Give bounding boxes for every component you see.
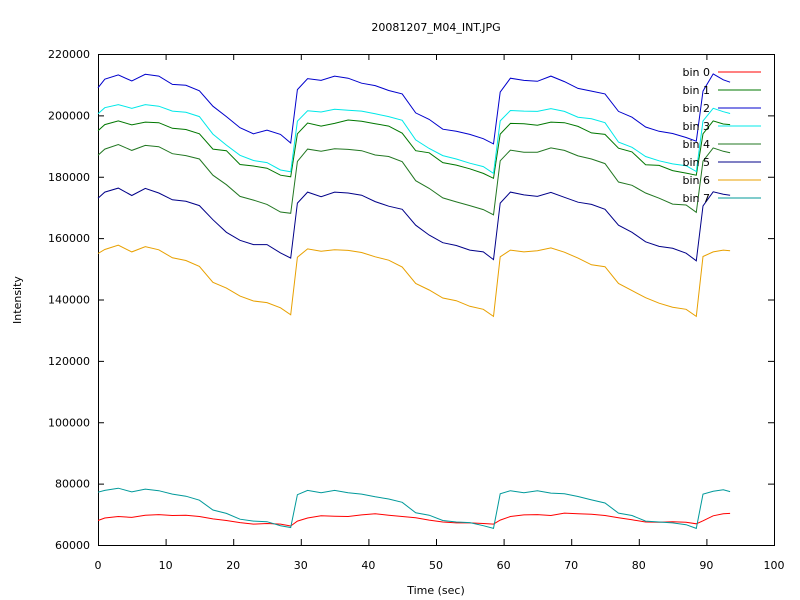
legend: bin 0 bin 1 bin 2 bin 3 bin 4 bin 5 bin 6 bin 7	[682, 66, 761, 205]
legend-label-bin-2: bin 2	[682, 102, 710, 115]
series-lines	[97, 73, 731, 530]
legend-label-bin-5: bin 5	[682, 156, 710, 169]
x-tick-label: 60	[497, 559, 511, 572]
series-line-bin-3	[97, 104, 731, 175]
series-line-bin-6	[97, 244, 731, 318]
x-tick-label: 50	[429, 559, 443, 572]
series-line-bin-2	[97, 73, 731, 145]
x-tick-label: 40	[361, 559, 375, 572]
legend-label-bin-7: bin 7	[682, 192, 710, 205]
series-line-bin-7	[97, 487, 731, 530]
plot-area-border	[98, 54, 775, 546]
x-axis-label: Time (sec)	[406, 584, 465, 597]
x-tick-label: 80	[632, 559, 646, 572]
series-line-bin-1	[97, 119, 731, 180]
y-tick-label: 220000	[48, 48, 90, 61]
y-tick-label: 200000	[48, 109, 90, 122]
x-tick-label: 70	[564, 559, 578, 572]
legend-label-bin-0: bin 0	[682, 66, 710, 79]
chart-title: 20081207_M04_INT.JPG	[371, 21, 500, 34]
x-axis-ticks: 0 10 20 30 40 50 60 70 80 90 100	[95, 54, 785, 572]
series-line-bin-4	[97, 143, 731, 216]
y-tick-label: 160000	[48, 232, 90, 245]
series-line-bin-0	[97, 512, 731, 527]
legend-label-bin-4: bin 4	[682, 138, 710, 151]
y-tick-label: 60000	[55, 539, 90, 552]
legend-label-bin-6: bin 6	[682, 174, 710, 187]
x-tick-label: 30	[294, 559, 308, 572]
y-tick-label: 100000	[48, 416, 90, 429]
x-tick-label: 90	[699, 559, 713, 572]
x-tick-label: 20	[226, 559, 240, 572]
y-tick-label: 180000	[48, 171, 90, 184]
y-tick-label: 120000	[48, 355, 90, 368]
x-tick-label: 100	[764, 559, 785, 572]
legend-label-bin-3: bin 3	[682, 120, 710, 133]
x-tick-label: 0	[95, 559, 102, 572]
y-tick-label: 80000	[55, 478, 90, 491]
y-axis-ticks: 60000 80000 100000 120000 140000 160000 180000…	[48, 48, 774, 552]
y-tick-label: 140000	[48, 294, 90, 307]
y-axis-label: Intensity	[11, 276, 24, 324]
legend-label-bin-1: bin 1	[682, 84, 710, 97]
series-line-bin-5	[97, 187, 731, 262]
x-tick-label: 10	[159, 559, 173, 572]
